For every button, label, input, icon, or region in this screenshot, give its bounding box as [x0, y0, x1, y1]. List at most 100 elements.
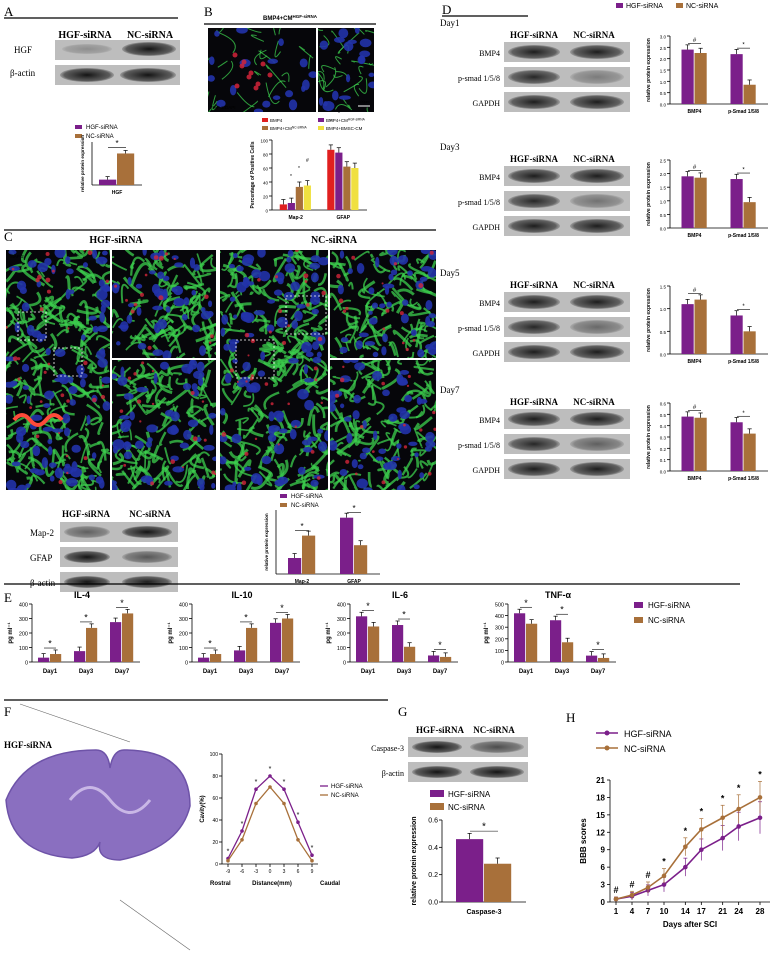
panel-c-image-hgf-overview-nucleus: [45, 348, 51, 356]
panel-c-image-nc-zoom1-red-dot: [351, 255, 356, 260]
panel-c-image-hgf-overview-nucleus: [54, 250, 66, 258]
panel-c-image-hgf-overview-nucleus: [34, 469, 46, 476]
panel-b-image-left-nucleus: [288, 99, 298, 111]
panel-c-image-nc-overview-nucleus: [223, 343, 231, 351]
panel-c-image-nc-zoom2-fiber: [347, 425, 372, 449]
panel-e-chart-sig-mark: *: [402, 610, 406, 620]
panel-label-e: E: [4, 590, 12, 605]
panel-c-image-nc-zoom1-red-dot: [338, 298, 344, 304]
panel-c-image-nc-zoom2-fiber: [419, 435, 436, 457]
blot-band: [508, 462, 560, 476]
panel-c-image-nc-zoom1-nucleus: [339, 346, 348, 354]
panel-c-image-nc-overview-nucleus: [310, 479, 319, 487]
panel-h-sig-mark: #: [645, 870, 650, 880]
panel-c-image-hgf-overview-fiber: [63, 319, 70, 333]
panel-c-image-hgf-zoom1-fiber: [206, 337, 212, 358]
panel-e-chart-title: IL-4: [74, 590, 90, 600]
panel-c-image-hgf-zoom1-fiber: [148, 326, 173, 341]
panel-c-image-nc-zoom2-nucleus: [398, 423, 410, 431]
panel-c-image-nc-overview-nucleus: [283, 291, 295, 301]
panel-c-image-nc-zoom2-nucleus: [357, 464, 364, 470]
panel-c-image-hgf-overview-fiber: [21, 250, 28, 264]
panel-c-image-hgf-zoom2-nucleus: [120, 366, 125, 378]
blot-band: [508, 412, 560, 426]
panel-c-image-nc-zoom1-fiber: [397, 265, 420, 285]
panel-c-image-hgf-overview-nucleus: [82, 262, 88, 268]
panel-c-image-hgf-overview-fiber: [8, 450, 22, 458]
panel-c-image-hgf-overview-red-dot: [58, 480, 63, 485]
panel-c-wb-col2: NC-siRNA: [129, 509, 171, 519]
panel-c-image-nc-overview-nucleus: [224, 373, 232, 384]
panel-c-image-hgf-overview-red-dot: [91, 397, 97, 403]
panel-c-image-hgf-zoom1-red-dot: [173, 257, 176, 261]
panel-c-image-nc-overview-nucleus: [304, 399, 315, 411]
panel-c-image-hgf-overview-red-dot: [47, 362, 51, 366]
panel-c-image-hgf-zoom1-fiber: [195, 272, 212, 279]
panel-c-image-nc-overview-nucleus: [220, 456, 227, 465]
panel-c-image-nc-overview-fiber: [297, 328, 313, 342]
panel-c-image-nc-overview-fiber: [236, 250, 244, 259]
panel-b-image-left-fiber: [208, 91, 210, 97]
panel-c-image-nc-overview-nucleus: [220, 407, 226, 416]
panel-d-chart-tick-label: 2.0: [660, 57, 667, 62]
panel-c-image-hgf-zoom2-fiber: [159, 366, 171, 377]
panel-f-point: [240, 829, 244, 833]
panel-b-image-right-nucleus: [358, 55, 365, 64]
panel-c-image-hgf-overview-nucleus: [96, 349, 106, 360]
panel-b-image-left-fiber: [254, 49, 267, 66]
legend-swatch: [262, 118, 268, 122]
panel-c-image-nc-zoom1-fiber: [366, 318, 384, 337]
panel-c-image-hgf-zoom2-fiber: [112, 464, 123, 471]
panel-e-chart-category-label: Day1: [361, 669, 376, 675]
panel-b-stain-label: MAP-2/DAPI: [210, 105, 236, 110]
panel-h-sig-mark: *: [662, 857, 666, 867]
panel-c-image-hgf-overview-nucleus: [86, 414, 91, 425]
panel-c-image-nc-zoom1-nucleus: [420, 266, 433, 272]
panel-c-image-nc-overview-fiber: [303, 430, 312, 438]
panel-c-image-nc-overview-red-dot: [270, 402, 274, 406]
legend-swatch: [318, 118, 324, 122]
blot-band: [412, 766, 462, 778]
panel-c-image-nc-zoom2-red-dot: [432, 410, 436, 415]
panel-c-image-nc-overview-nucleus: [228, 341, 237, 353]
panel-g-col1: HGF-siRNA: [416, 725, 464, 735]
panel-c-image-nc-overview-red-dot: [250, 338, 256, 344]
panel-c-title2: NC-siRNA: [311, 235, 358, 246]
panel-e-chart-bar: [404, 646, 416, 662]
panel-c-image-hgf-zoom2-red-dot: [150, 481, 155, 486]
panel-c-image-nc-zoom2-fiber: [365, 376, 382, 391]
panel-d-chart-y-label: relative protein expression: [646, 288, 652, 352]
panel-c-image-nc-zoom2-nucleus: [404, 394, 413, 403]
panel-c-image-hgf-zoom2-nucleus: [136, 386, 149, 393]
panel-c-image-nc-zoom2-nucleus: [350, 360, 359, 363]
panel-c-image-nc-overview-fiber: [263, 391, 280, 411]
panel-c-image-hgf-zoom2-fiber: [146, 388, 155, 404]
panel-b-chart-tick-label: 60: [263, 167, 269, 172]
panel-c-image-nc-overview-nucleus: [220, 434, 228, 443]
panel-d-chart-bar: [681, 416, 694, 471]
panel-c-image-nc-zoom2-fiber: [413, 381, 430, 395]
panel-c-zoom-box: [285, 295, 327, 335]
panel-b-chart-bar: [279, 204, 287, 210]
panel-h-tick-label: 15: [596, 811, 605, 820]
panel-c-image-nc-overview-fiber: [262, 343, 272, 348]
panel-c-image-nc-overview-nucleus: [310, 255, 321, 263]
panel-b-image-left-fiber: [219, 32, 236, 54]
panel-b-sig-mark: *: [298, 166, 300, 172]
panel-c-image-nc-zoom1-fiber: [387, 272, 406, 285]
panel-c-image-nc-overview-nucleus: [258, 270, 271, 282]
panel-c-image-nc-zoom2-fiber: [330, 365, 333, 371]
panel-label-g: G: [398, 704, 407, 719]
panel-c-chart-sig-mark: *: [352, 504, 355, 513]
panel-c-image-hgf-overview-nucleus: [88, 474, 95, 481]
panel-c-image-nc-zoom2-red-dot: [396, 457, 400, 461]
panel-c-image-nc-zoom2-red-dot: [403, 423, 406, 427]
panel-c-image-hgf-zoom2-red-dot: [201, 400, 205, 403]
panel-c-image-hgf-zoom2-nucleus: [122, 441, 132, 451]
panel-c-image-nc-overview-red-dot: [264, 382, 269, 386]
panel-c-image-hgf-zoom2-fiber: [112, 370, 122, 382]
panel-e-chart-tick-label: 200: [337, 632, 346, 638]
panel-c-wb-row-label: β-actin: [30, 578, 56, 588]
panel-c-image-hgf-overview-nucleus: [102, 284, 110, 293]
